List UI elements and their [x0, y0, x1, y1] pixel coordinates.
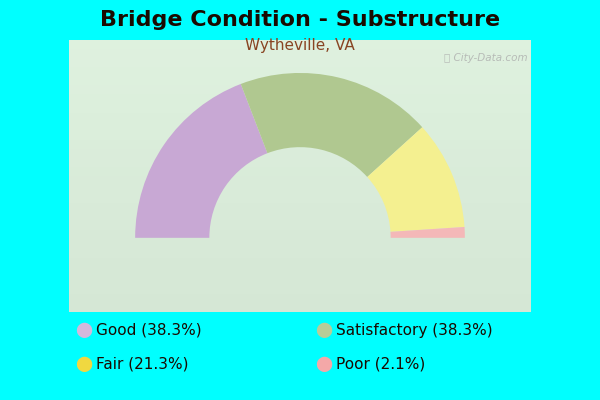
- Bar: [69, 212, 531, 221]
- Bar: [69, 248, 531, 258]
- Bar: [69, 258, 531, 267]
- Wedge shape: [391, 227, 465, 238]
- Bar: [69, 294, 531, 303]
- Bar: [69, 131, 531, 140]
- Bar: [69, 85, 531, 94]
- Bar: [69, 158, 531, 167]
- Bar: [69, 112, 531, 122]
- Bar: [69, 267, 531, 276]
- Text: ⓘ City-Data.com: ⓘ City-Data.com: [444, 53, 527, 63]
- Text: ⬤: ⬤: [76, 356, 92, 372]
- Bar: [69, 94, 531, 104]
- Bar: [69, 167, 531, 176]
- Bar: [69, 40, 531, 49]
- Bar: [69, 285, 531, 294]
- Wedge shape: [135, 84, 268, 238]
- Bar: [69, 49, 531, 58]
- Wedge shape: [241, 73, 422, 177]
- Text: ⬤: ⬤: [316, 322, 332, 338]
- Text: Satisfactory (38.3%): Satisfactory (38.3%): [336, 322, 493, 338]
- Bar: [69, 240, 531, 248]
- Text: Wytheville, VA: Wytheville, VA: [245, 38, 355, 53]
- Text: Good (38.3%): Good (38.3%): [96, 322, 202, 338]
- Bar: [69, 149, 531, 158]
- Bar: [69, 58, 531, 67]
- Text: Fair (21.3%): Fair (21.3%): [96, 356, 188, 372]
- Text: Poor (2.1%): Poor (2.1%): [336, 356, 425, 372]
- Text: ⬤: ⬤: [76, 322, 92, 338]
- Bar: [69, 221, 531, 230]
- Bar: [69, 76, 531, 85]
- Bar: [69, 122, 531, 131]
- Bar: [69, 104, 531, 112]
- Bar: [69, 230, 531, 240]
- Text: Bridge Condition - Substructure: Bridge Condition - Substructure: [100, 10, 500, 30]
- Bar: [69, 67, 531, 76]
- Wedge shape: [367, 127, 464, 232]
- Bar: [69, 140, 531, 149]
- Bar: [69, 176, 531, 185]
- Bar: [69, 194, 531, 203]
- Text: ⬤: ⬤: [316, 356, 332, 372]
- Bar: [69, 185, 531, 194]
- Bar: [69, 203, 531, 212]
- Bar: [69, 303, 531, 312]
- Bar: [69, 276, 531, 285]
